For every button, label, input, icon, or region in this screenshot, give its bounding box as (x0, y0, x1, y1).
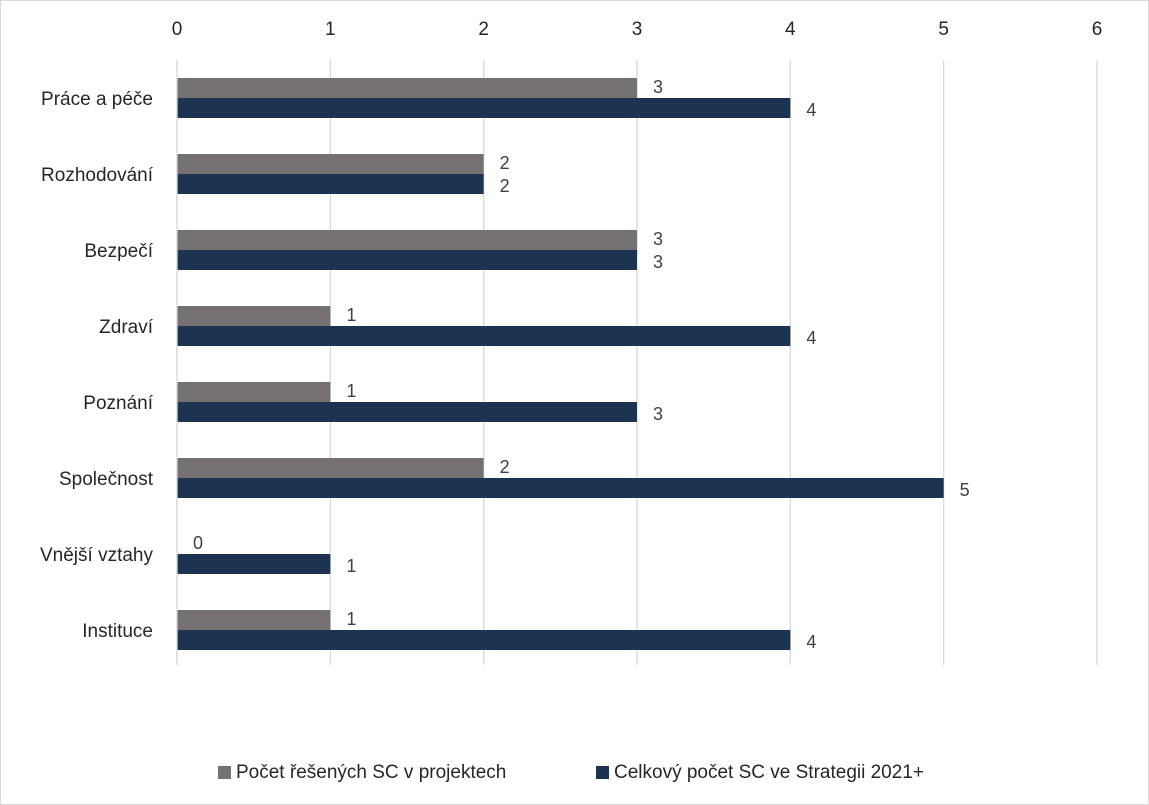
data-label-vnější-vztahy-series-2: 1 (346, 556, 356, 576)
category-label-vnější-vztahy: Vnější vztahy (40, 545, 153, 566)
x-tick-label-6: 6 (1092, 19, 1103, 40)
x-tick-label-1: 1 (325, 19, 336, 40)
data-label-poznání-series-2: 3 (653, 404, 663, 424)
data-label-rozhodování-series-1: 2 (500, 153, 510, 173)
data-label-instituce-series-1: 1 (346, 609, 356, 629)
x-tick-label-3: 3 (632, 19, 643, 40)
bar-poznání-series-2 (177, 402, 637, 422)
bar-vnější-vztahy-series-2 (177, 554, 331, 574)
legend-swatch-2 (596, 766, 609, 779)
legend-swatch-1 (218, 766, 231, 779)
bar-poznání-series-1 (177, 382, 331, 402)
bar-společnost-series-1 (177, 458, 484, 478)
bar-zdraví-series-1 (177, 306, 331, 326)
data-label-zdraví-series-1: 1 (346, 305, 356, 325)
data-label-instituce-series-2: 4 (806, 632, 816, 652)
data-label-společnost-series-1: 2 (500, 457, 510, 477)
x-tick-label-4: 4 (785, 19, 796, 40)
x-tick-label-5: 5 (938, 19, 949, 40)
legend-label-2: Celkový počet SC ve Strategii 2021+ (614, 762, 924, 783)
data-label-práce-a-péče-series-2: 4 (806, 100, 816, 120)
category-label-poznání: Poznání (83, 393, 153, 414)
data-label-vnější-vztahy-series-1: 0 (193, 533, 203, 553)
data-label-práce-a-péče-series-1: 3 (653, 77, 663, 97)
bar-instituce-series-1 (177, 610, 331, 630)
legend-label-1: Počet řešených SC v projektech (236, 762, 506, 783)
category-label-instituce: Instituce (82, 621, 153, 642)
data-label-zdraví-series-2: 4 (806, 328, 816, 348)
bar-bezpečí-series-2 (177, 250, 637, 270)
bar-bezpečí-series-1 (177, 230, 637, 250)
bar-společnost-series-2 (177, 478, 944, 498)
category-label-společnost: Společnost (59, 469, 154, 490)
category-label-zdraví: Zdraví (99, 317, 154, 338)
bar-instituce-series-2 (177, 630, 791, 650)
data-label-společnost-series-2: 5 (960, 480, 970, 500)
data-label-bezpečí-series-1: 3 (653, 229, 663, 249)
data-label-bezpečí-series-2: 3 (653, 252, 663, 272)
category-label-práce-a-péče: Práce a péče (41, 89, 153, 110)
bar-rozhodování-series-1 (177, 154, 484, 174)
bar-práce-a-péče-series-2 (177, 98, 791, 118)
category-label-rozhodování: Rozhodování (41, 165, 154, 186)
bar-zdraví-series-2 (177, 326, 791, 346)
data-label-rozhodování-series-2: 2 (500, 176, 510, 196)
bar-rozhodování-series-2 (177, 174, 484, 194)
category-label-bezpečí: Bezpečí (84, 241, 153, 262)
x-tick-label-0: 0 (172, 19, 183, 40)
x-tick-label-2: 2 (478, 19, 489, 40)
data-label-poznání-series-1: 1 (346, 381, 356, 401)
bar-práce-a-péče-series-1 (177, 78, 637, 98)
